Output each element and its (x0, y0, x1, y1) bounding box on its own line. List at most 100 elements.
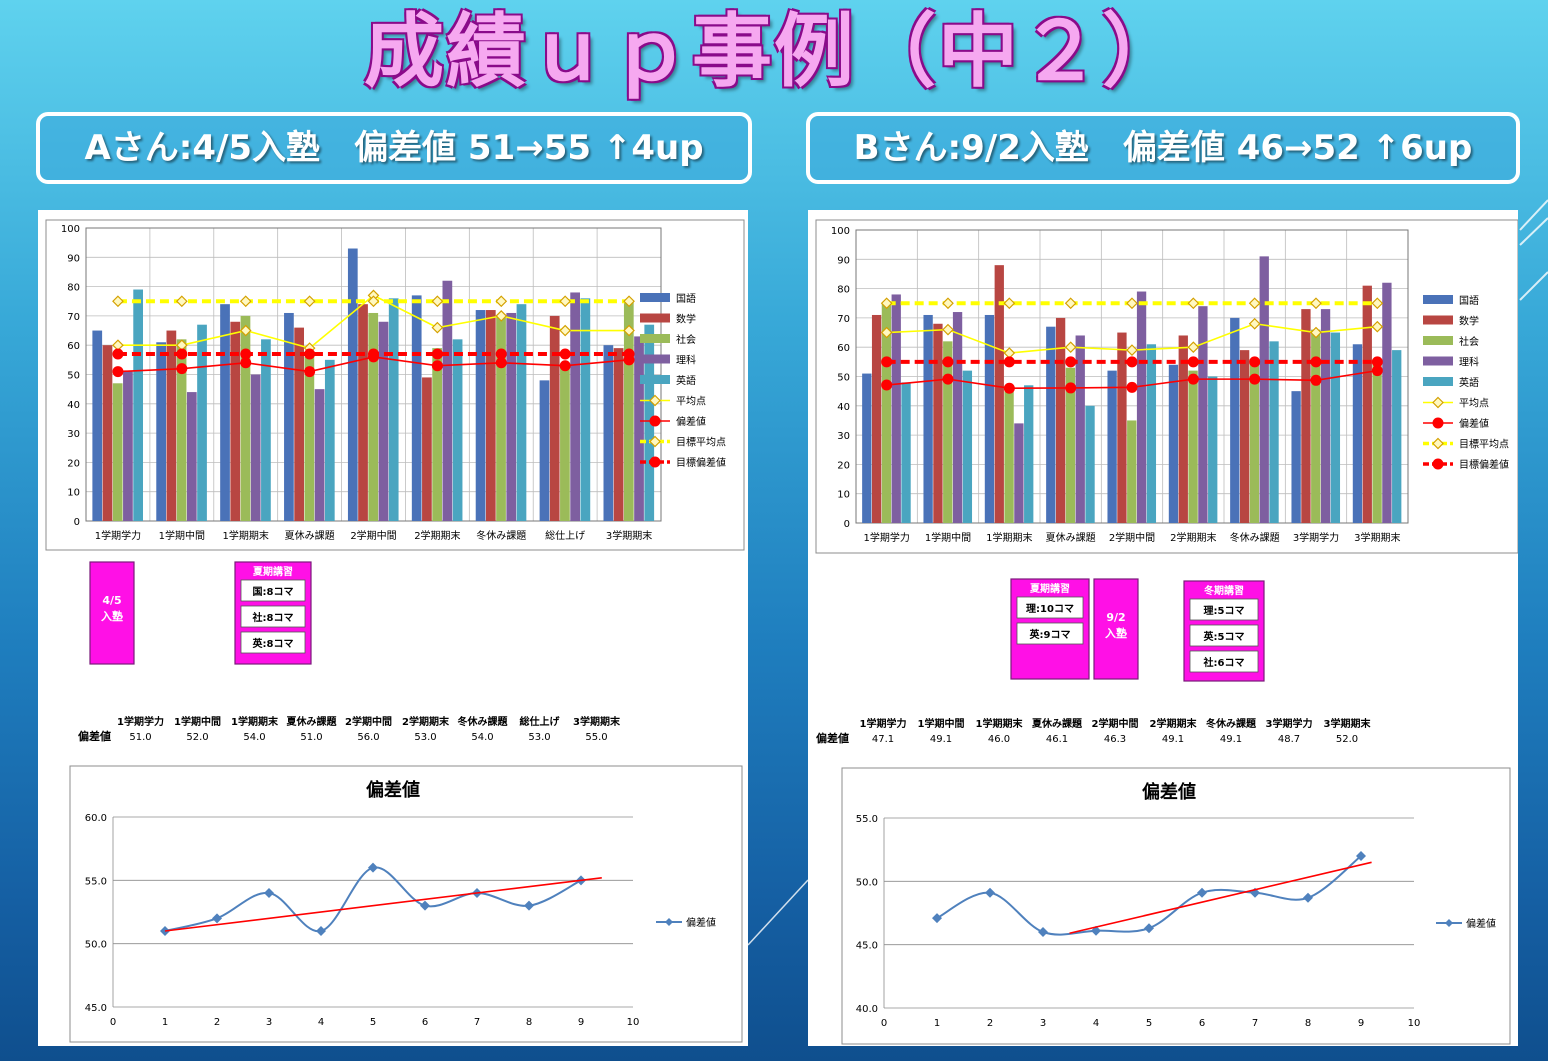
x-tick-label: 8 (1305, 1018, 1311, 1029)
x-tick-label: 2学期中間 (1109, 531, 1155, 544)
table-value: 46.0 (988, 734, 1010, 745)
bar (901, 382, 911, 523)
note-item-box (1016, 622, 1084, 645)
bar (442, 280, 453, 521)
table-value: 53.0 (528, 732, 550, 743)
bar (1352, 344, 1363, 523)
x-tick-label: 2学期中間 (350, 529, 396, 542)
bar (994, 265, 1004, 523)
bar (378, 321, 389, 521)
bar (1239, 350, 1250, 523)
legend-label: 偏差値 (676, 415, 706, 428)
legend-marker (1445, 919, 1453, 927)
legend-label: 英語 (676, 374, 696, 387)
table-header: 2学期期末 (402, 715, 450, 728)
table-value: 54.0 (243, 732, 265, 743)
series-marker (112, 366, 124, 378)
note-item: 社:6コマ (1203, 656, 1245, 669)
note-line: 4/5 (102, 594, 121, 607)
table-header: 1学期学力 (117, 715, 164, 728)
x-tick-label: 7 (474, 1017, 480, 1028)
table-header: 2学期期末 (1150, 717, 1198, 730)
legend-label: 目標平均点 (676, 436, 726, 449)
x-tick-label: 1学期中間 (925, 531, 971, 544)
series-marker (1126, 297, 1138, 310)
bar (388, 298, 399, 521)
bar (261, 339, 271, 521)
x-tick-label: 0 (881, 1018, 887, 1029)
y-tick-label: 100 (831, 226, 850, 237)
series-marker (1249, 356, 1261, 368)
series-marker (175, 295, 188, 308)
y-tick-label: 60 (837, 343, 850, 354)
series-marker (239, 324, 252, 337)
bar-chart: 0 10 20 30 40 50 60 70 80 90 100 1学期学力 1学期中間 1学期期末 夏休み… (61, 224, 726, 542)
y-tick-label: 50 (837, 373, 850, 384)
note-item-box (240, 605, 306, 628)
series-marker (368, 348, 379, 360)
note-item: 社:8コマ (252, 611, 294, 624)
bar (943, 341, 953, 523)
bar (1249, 358, 1260, 523)
bar (304, 356, 315, 521)
table-value: 49.1 (1220, 734, 1242, 745)
legend-swatch (640, 375, 670, 384)
student-a-panel: 0 10 20 30 40 50 60 70 80 90 100 1学期学力 1学期中間 1学期期末 夏休み… (38, 210, 748, 1046)
note-item: 英:9コマ (1029, 628, 1071, 641)
bar (220, 304, 230, 521)
bar (1259, 256, 1269, 523)
series-marker (559, 360, 571, 372)
x-tick-label: 3 (266, 1017, 272, 1028)
bar (1107, 370, 1117, 523)
bar (1330, 332, 1341, 523)
bar (496, 315, 506, 521)
series-marker (495, 348, 507, 360)
legend-swatch (1423, 356, 1453, 366)
table-header: 夏休み課題 (286, 715, 338, 728)
x-tick-label: 夏休み課題 (1046, 531, 1096, 544)
deviation-point (316, 926, 326, 936)
x-tick-label: 冬休み課題 (1230, 531, 1280, 544)
bar (1136, 291, 1147, 523)
y-tick-label: 0 (74, 517, 80, 528)
y-tick-label: 55.0 (856, 814, 878, 825)
series-marker (1064, 297, 1077, 310)
x-tick-label: 1 (162, 1017, 168, 1028)
bar (324, 359, 335, 521)
x-tick-label: 総仕上げ (545, 529, 585, 542)
series-marker (431, 348, 443, 360)
table-header: 総仕上げ (520, 715, 561, 728)
bar (580, 298, 591, 521)
x-tick-label: 3 (1040, 1018, 1046, 1029)
series-marker (942, 373, 954, 385)
series-marker (239, 295, 252, 308)
bar (1301, 309, 1311, 523)
bar-chart: 0 10 20 30 40 50 60 70 80 90 100 1学期学力 1学期中間 1学期期末 夏休み… (831, 226, 1509, 544)
series-marker (1003, 382, 1015, 394)
table-value: 48.7 (1278, 734, 1300, 745)
y-tick-label: 90 (837, 255, 850, 266)
series-marker (623, 348, 635, 360)
legend-marker (1432, 417, 1444, 429)
note-box: 9/2 入塾 (1093, 578, 1139, 680)
table-value: 52.0 (1336, 734, 1358, 745)
deviation-table: 偏差値 1学期学力 1学期中間 1学期期末 夏休み課題 2学期中間 2学期期末 冬休み課題 3学… (816, 717, 1371, 745)
table-row-label: 偏差値 (78, 729, 111, 743)
line-chart-title: 偏差値 (1142, 781, 1196, 803)
bar (240, 315, 251, 521)
bar (485, 310, 496, 521)
series-marker (881, 379, 893, 391)
bar (1230, 317, 1240, 523)
x-tick-label: 9 (1358, 1018, 1364, 1029)
y-tick-label: 60 (67, 341, 80, 352)
bar (1004, 391, 1014, 523)
bar (1188, 370, 1198, 523)
series-marker (1310, 374, 1322, 386)
bar (358, 304, 368, 521)
legend-label: 数学 (1459, 315, 1479, 328)
legend-label: 目標偏差値 (676, 456, 726, 469)
table-header: 1学期学力 (860, 717, 907, 730)
series-marker (1187, 297, 1200, 310)
note-title: 冬期講習 (1204, 584, 1244, 597)
